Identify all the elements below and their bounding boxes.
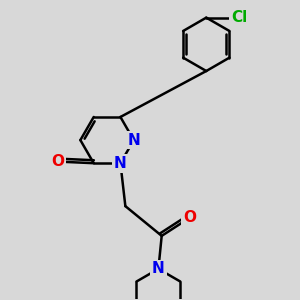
- Text: O: O: [51, 154, 64, 169]
- Text: N: N: [152, 261, 165, 276]
- Text: N: N: [114, 156, 127, 171]
- Text: N: N: [128, 133, 140, 148]
- Text: Cl: Cl: [231, 10, 248, 25]
- Text: O: O: [183, 210, 196, 225]
